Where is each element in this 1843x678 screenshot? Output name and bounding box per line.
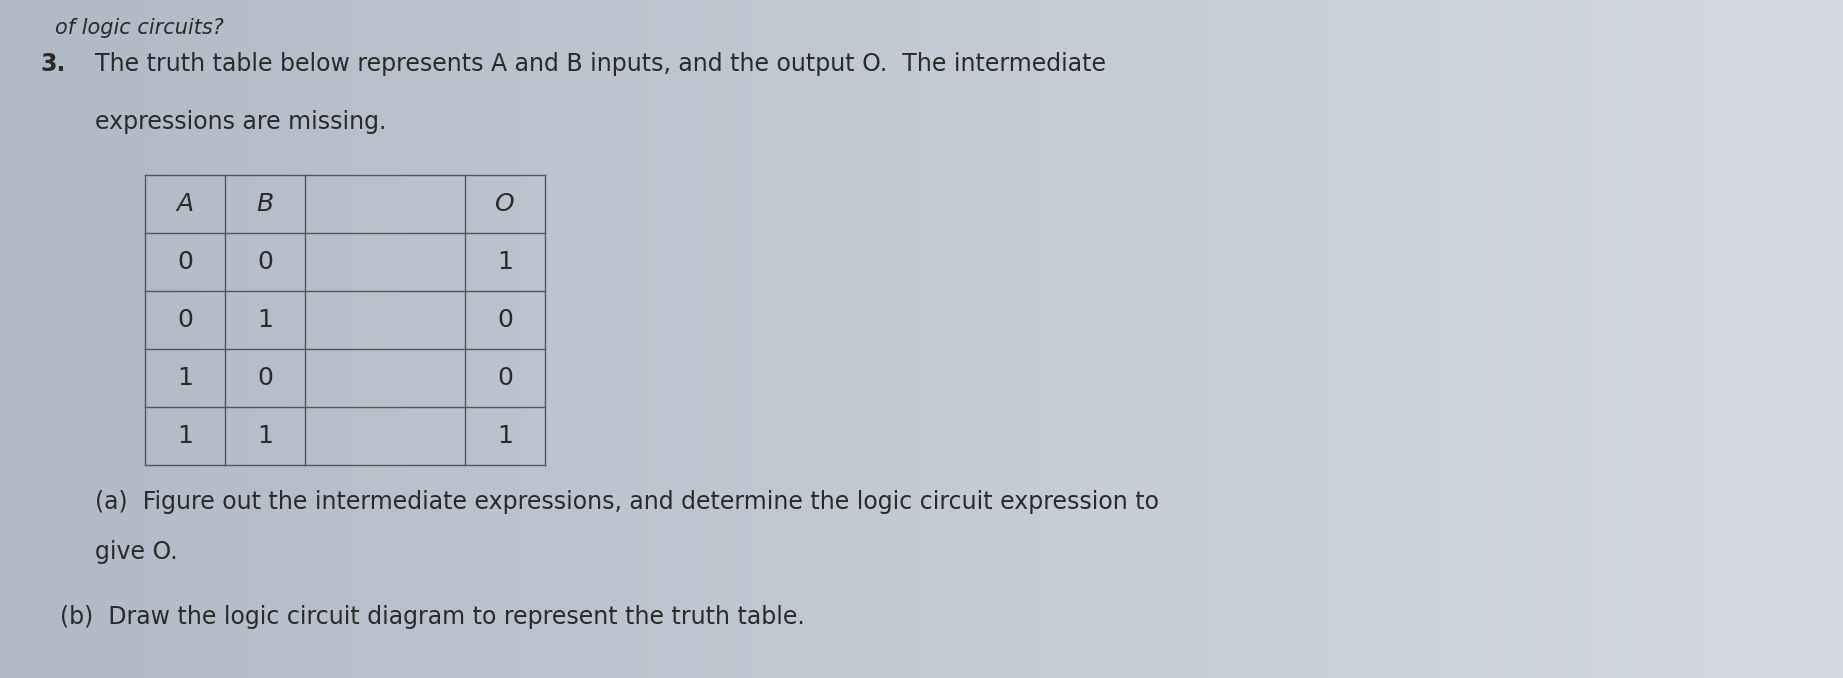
Text: 1: 1 — [256, 308, 273, 332]
Text: 1: 1 — [256, 424, 273, 448]
Text: expressions are missing.: expressions are missing. — [96, 110, 387, 134]
Text: 0: 0 — [498, 308, 512, 332]
Text: (b)  Draw the logic circuit diagram to represent the truth table.: (b) Draw the logic circuit diagram to re… — [61, 605, 805, 629]
Text: 0: 0 — [177, 308, 194, 332]
Text: 0: 0 — [498, 366, 512, 390]
Text: 0: 0 — [256, 250, 273, 274]
Text: 0: 0 — [256, 366, 273, 390]
Text: 3.: 3. — [41, 52, 65, 76]
Text: 1: 1 — [177, 424, 194, 448]
Text: A: A — [177, 192, 194, 216]
Text: The truth table below represents A and B inputs, and the output O.  The intermed: The truth table below represents A and B… — [96, 52, 1106, 76]
Text: 1: 1 — [177, 366, 194, 390]
Text: O: O — [496, 192, 514, 216]
Text: 0: 0 — [177, 250, 194, 274]
Text: 1: 1 — [498, 424, 512, 448]
Text: 1: 1 — [498, 250, 512, 274]
Text: B: B — [256, 192, 273, 216]
Text: (a)  Figure out the intermediate expressions, and determine the logic circuit ex: (a) Figure out the intermediate expressi… — [96, 490, 1159, 514]
Text: of logic circuits?: of logic circuits? — [55, 18, 223, 38]
Text: give O.: give O. — [96, 540, 177, 564]
